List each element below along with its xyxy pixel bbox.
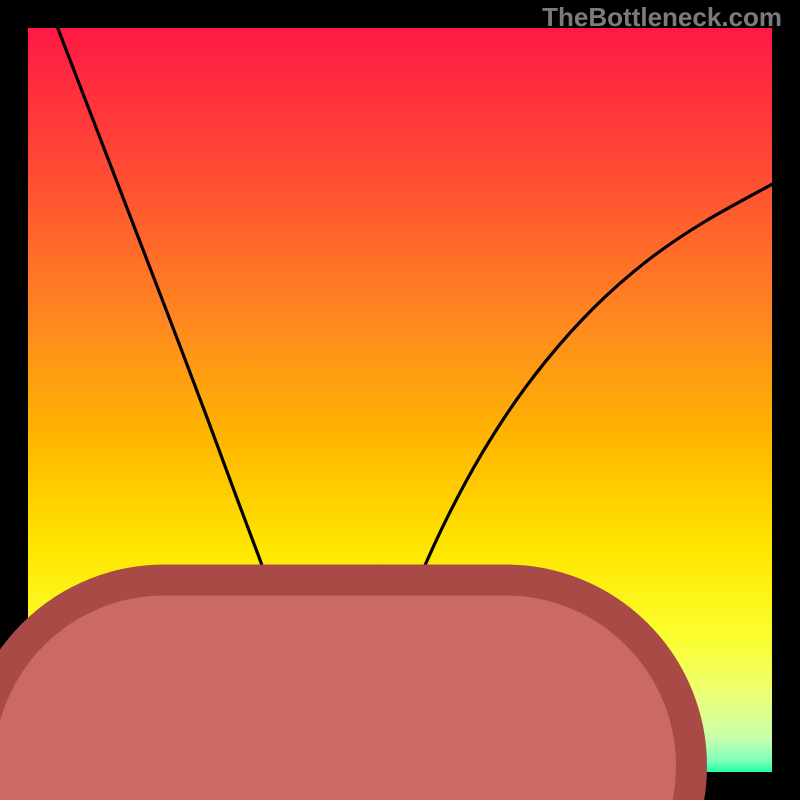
watermark-text: TheBottleneck.com [542,2,782,33]
plot-area [28,28,772,772]
optimum-marker [0,394,707,800]
chart-frame: TheBottleneck.com [0,0,800,800]
